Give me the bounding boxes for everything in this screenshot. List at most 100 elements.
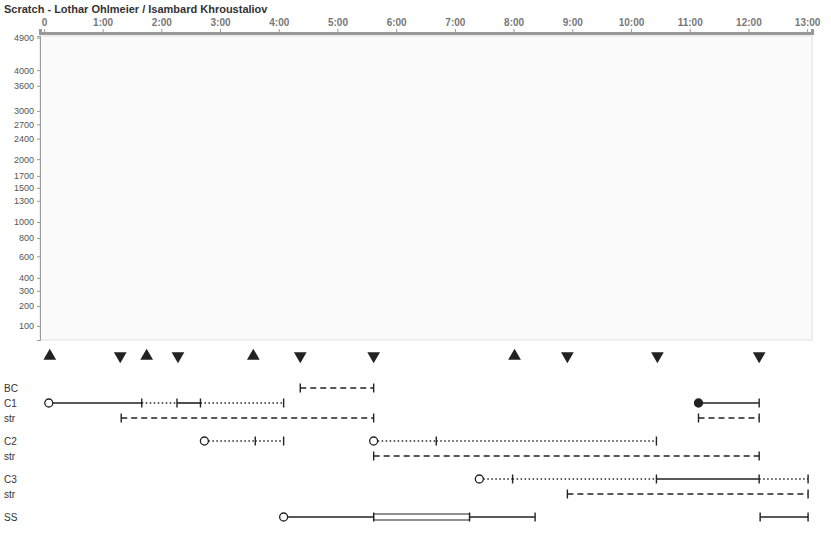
row-label: C1 xyxy=(4,398,17,409)
row-label: str xyxy=(4,413,16,424)
y-tick: 400 xyxy=(19,273,40,283)
x-tick-label: 4:00 xyxy=(269,17,289,28)
x-tick-mark xyxy=(279,29,280,33)
segment-dotted xyxy=(759,478,808,480)
up-marker xyxy=(140,349,153,360)
down-marker xyxy=(753,352,766,363)
y-tick-label: 2400 xyxy=(14,134,34,144)
down-marker xyxy=(651,352,664,363)
start-tick xyxy=(373,452,374,461)
x-tick: 13:00 xyxy=(795,17,821,33)
y-tick-mark xyxy=(37,201,40,202)
segment-dotted xyxy=(374,440,437,442)
row-lines xyxy=(284,514,808,520)
segment-dashed xyxy=(698,417,759,418)
x-tick: 3:00 xyxy=(211,17,231,33)
x-axis: 01:002:003:004:005:006:007:008:009:0010:… xyxy=(41,17,821,34)
segment-solid xyxy=(656,478,759,480)
y-tick-mark xyxy=(37,139,40,140)
start-tick xyxy=(300,384,301,393)
segment-dotted xyxy=(204,440,255,442)
x-tick: 0 xyxy=(42,17,48,33)
up-marker xyxy=(43,349,56,360)
segment-dotted xyxy=(200,402,283,404)
y-tick: 1700 xyxy=(14,171,40,181)
row-label: SS xyxy=(4,512,18,523)
row-label: BC xyxy=(4,383,18,394)
y-tick: 2400 xyxy=(14,134,40,144)
row xyxy=(121,414,759,423)
x-tick-label: 13:00 xyxy=(795,17,821,28)
y-tick-mark xyxy=(37,306,40,307)
start-tick xyxy=(567,490,568,499)
row-lines xyxy=(49,403,759,404)
row-starts xyxy=(475,475,483,483)
y-tick-mark xyxy=(37,291,40,292)
x-tick: 4:00 xyxy=(269,17,289,33)
y-tick-mark xyxy=(37,222,40,223)
segment-dashed xyxy=(567,493,808,494)
end-tick xyxy=(141,399,142,408)
segment-dotted xyxy=(142,402,177,404)
row-ticks xyxy=(300,384,373,393)
y-tick-label: 3600 xyxy=(14,81,34,91)
row-lines xyxy=(374,456,760,457)
x-tick-label: 6:00 xyxy=(387,17,407,28)
y-tick: 1300 xyxy=(14,196,40,206)
end-tick xyxy=(758,475,759,484)
segment-box xyxy=(374,514,470,520)
y-tick-mark xyxy=(37,70,40,71)
start-tick xyxy=(121,414,122,423)
down-marker xyxy=(294,352,307,363)
y-tick: 300 xyxy=(19,286,40,296)
x-tick-label: 3:00 xyxy=(211,17,231,28)
segment-dotted xyxy=(436,440,656,442)
y-tick: 3600 xyxy=(14,81,40,91)
segment-dotted xyxy=(479,478,512,480)
y-tick-label: 2700 xyxy=(14,120,34,130)
row-ticks xyxy=(374,513,808,522)
x-axis-line xyxy=(41,29,813,34)
x-tick-mark xyxy=(631,29,632,33)
y-tick-mark xyxy=(37,86,40,87)
row-ticks xyxy=(142,399,759,408)
y-tick-label: 100 xyxy=(19,321,34,331)
end-tick xyxy=(469,513,470,522)
y-axis-line xyxy=(37,37,41,341)
end-tick xyxy=(512,475,513,484)
down-marker xyxy=(367,352,380,363)
segment-dotted xyxy=(513,478,657,480)
y-tick: 200 xyxy=(19,301,40,311)
row xyxy=(200,437,656,446)
x-tick: 2:00 xyxy=(152,17,172,33)
x-tick-label: 11:00 xyxy=(678,17,703,28)
x-tick-label: 9:00 xyxy=(563,17,583,28)
y-tick-label: 4000 xyxy=(14,66,34,76)
x-tick-label: 10:00 xyxy=(619,17,645,28)
y-tick-label: 3000 xyxy=(14,106,34,116)
x-tick-label: 0 xyxy=(42,17,48,28)
x-tick: 9:00 xyxy=(563,17,583,33)
x-tick: 6:00 xyxy=(387,17,407,33)
y-tick: 600 xyxy=(19,252,40,262)
end-tick xyxy=(255,437,256,446)
y-tick-mark xyxy=(37,188,40,189)
row xyxy=(300,384,373,393)
row xyxy=(374,452,760,461)
x-tick: 7:00 xyxy=(445,17,465,33)
start-circle xyxy=(45,399,53,407)
end-tick xyxy=(656,475,657,484)
start-circle xyxy=(475,475,483,483)
segment-solid xyxy=(284,516,374,518)
y-tick-mark xyxy=(37,111,40,112)
row-lines xyxy=(121,418,759,419)
row-label: str xyxy=(4,489,16,500)
spectrogram-area xyxy=(40,36,812,340)
y-tick: 4000 xyxy=(14,66,40,76)
end-tick xyxy=(373,414,374,423)
y-tick-mark xyxy=(37,326,40,327)
row-lines xyxy=(567,494,808,495)
start-circle xyxy=(370,437,378,445)
y-tick-mark xyxy=(37,124,40,125)
end-tick xyxy=(176,399,177,408)
